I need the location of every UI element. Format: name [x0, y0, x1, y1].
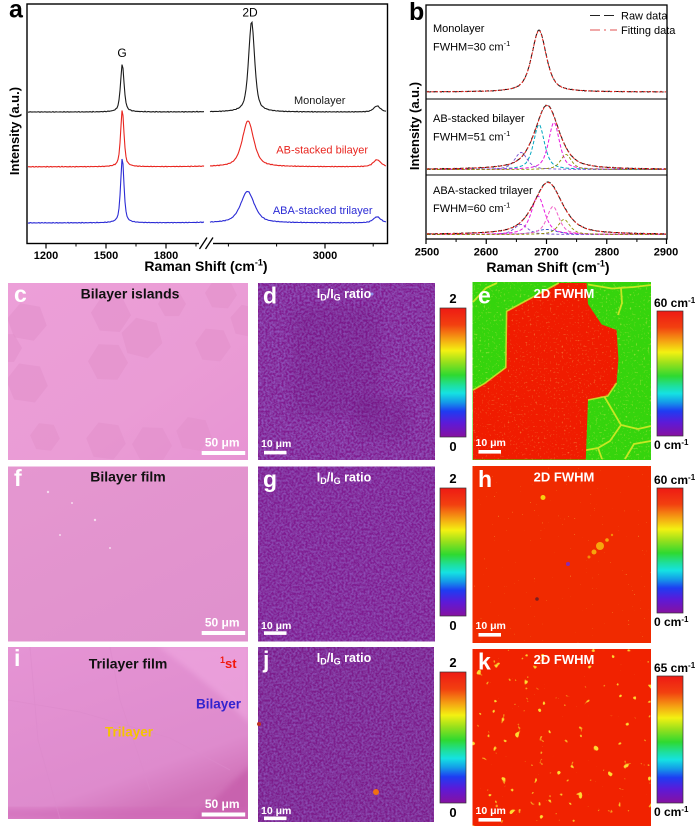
svg-text:FWHM=51 cm-1: FWHM=51 cm-1 — [433, 129, 510, 144]
svg-text:c: c — [14, 281, 27, 307]
svg-text:2500: 2500 — [415, 247, 439, 259]
svg-text:1500: 1500 — [94, 250, 118, 262]
svg-text:d: d — [263, 283, 277, 309]
svg-text:10 μm: 10 μm — [261, 438, 291, 450]
svg-text:10 μm: 10 μm — [261, 620, 291, 632]
svg-text:0: 0 — [449, 618, 456, 633]
svg-text:0: 0 — [449, 439, 456, 454]
svg-text:a: a — [9, 0, 24, 24]
svg-text:2900: 2900 — [654, 247, 678, 259]
svg-text:ABA-stacked trilayer: ABA-stacked trilayer — [273, 205, 373, 217]
svg-text:2D: 2D — [242, 6, 258, 20]
svg-text:2D FWHM: 2D FWHM — [534, 286, 595, 301]
svg-text:2700: 2700 — [534, 247, 558, 259]
svg-text:0 cm-1: 0 cm-1 — [654, 805, 689, 819]
svg-text:3000: 3000 — [313, 250, 337, 262]
svg-text:2D FWHM: 2D FWHM — [534, 470, 595, 485]
svg-text:b: b — [409, 0, 424, 26]
svg-text:2800: 2800 — [595, 247, 619, 259]
svg-text:Trilayer: Trilayer — [105, 725, 154, 740]
svg-text:Bilayer islands: Bilayer islands — [81, 286, 180, 302]
svg-text:Intensity (a.u.): Intensity (a.u.) — [407, 82, 422, 170]
svg-text:2: 2 — [449, 471, 456, 486]
svg-text:k: k — [478, 649, 491, 675]
svg-text:G: G — [117, 46, 126, 60]
svg-text:Raman Shift (cm-1): Raman Shift (cm-1) — [486, 259, 609, 276]
svg-text:h: h — [478, 466, 492, 492]
svg-text:ABA-stacked trilayer: ABA-stacked trilayer — [433, 185, 533, 197]
svg-text:2: 2 — [449, 291, 456, 306]
svg-text:ID/IG ratio: ID/IG ratio — [317, 287, 372, 303]
svg-text:Intensity (a.u.): Intensity (a.u.) — [7, 87, 22, 175]
svg-text:Fitting data: Fitting data — [621, 25, 676, 37]
svg-text:Bilayer film: Bilayer film — [90, 469, 165, 485]
svg-text:0: 0 — [449, 805, 456, 820]
svg-text:1200: 1200 — [34, 250, 58, 262]
svg-text:e: e — [478, 283, 491, 309]
svg-text:50 μm: 50 μm — [205, 616, 240, 630]
svg-text:10 μm: 10 μm — [476, 620, 506, 632]
svg-text:50 μm: 50 μm — [205, 797, 240, 811]
svg-text:Monolayer: Monolayer — [433, 23, 485, 35]
svg-text:Raman Shift (cm-1): Raman Shift (cm-1) — [144, 258, 267, 275]
svg-text:1st: 1st — [220, 655, 237, 671]
svg-text:Raw data: Raw data — [621, 11, 668, 23]
svg-text:f: f — [14, 465, 22, 491]
svg-text:Bilayer: Bilayer — [196, 697, 242, 712]
svg-text:Trilayer film: Trilayer film — [89, 656, 168, 672]
svg-text:65 cm-1: 65 cm-1 — [654, 661, 696, 675]
svg-text:FWHM=30 cm-1: FWHM=30 cm-1 — [433, 39, 510, 54]
svg-text:ID/IG ratio: ID/IG ratio — [317, 651, 372, 667]
svg-text:0 cm-1: 0 cm-1 — [654, 615, 689, 629]
svg-text:50 μm: 50 μm — [205, 436, 240, 450]
svg-text:2: 2 — [449, 655, 456, 670]
svg-text:AB-stacked bilayer: AB-stacked bilayer — [276, 145, 368, 157]
svg-text:j: j — [262, 647, 269, 673]
svg-text:2600: 2600 — [474, 247, 498, 259]
svg-text:10 μm: 10 μm — [261, 805, 291, 817]
svg-text:10 μm: 10 μm — [476, 805, 506, 817]
svg-text:10 μm: 10 μm — [476, 437, 506, 449]
svg-text:60 cm-1: 60 cm-1 — [654, 296, 696, 310]
svg-text:g: g — [263, 466, 277, 492]
svg-text:1800: 1800 — [154, 250, 178, 262]
svg-text:FWHM=60 cm-1: FWHM=60 cm-1 — [433, 201, 510, 216]
svg-text:ID/IG ratio: ID/IG ratio — [317, 471, 372, 487]
svg-text:0 cm-1: 0 cm-1 — [654, 438, 689, 452]
svg-text:2D FWHM: 2D FWHM — [534, 652, 595, 667]
svg-text:AB-stacked bilayer: AB-stacked bilayer — [433, 113, 525, 125]
svg-text:Monolayer: Monolayer — [294, 95, 346, 107]
svg-text:60 cm-1: 60 cm-1 — [654, 473, 696, 487]
svg-text:i: i — [14, 645, 20, 671]
